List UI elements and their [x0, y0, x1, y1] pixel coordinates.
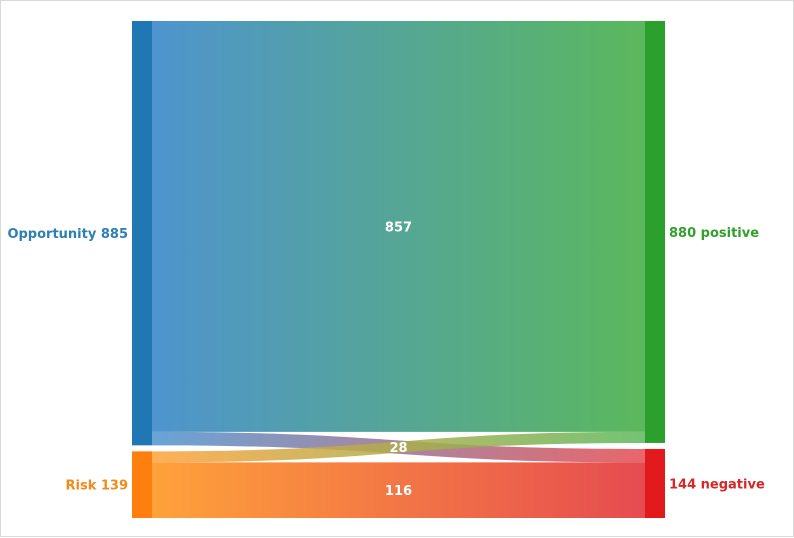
- link-risk-to-negative[interactable]: [152, 462, 645, 518]
- labels-layer: 857 28 116 Opportunity 885 Risk 139 880 posit…: [7, 220, 765, 499]
- node-positive[interactable]: [645, 21, 665, 443]
- node-negative[interactable]: [645, 448, 665, 518]
- node-risk[interactable]: [132, 451, 152, 518]
- link-value-label-opportunity-negative: 28: [389, 441, 407, 456]
- node-label-negative: 144 negative: [669, 477, 765, 492]
- node-opportunity[interactable]: [132, 21, 152, 446]
- link-opportunity-to-positive[interactable]: [152, 21, 645, 432]
- node-label-opportunity: Opportunity 885: [7, 227, 128, 242]
- node-label-positive: 880 positive: [669, 226, 759, 241]
- node-label-risk: Risk 139: [65, 479, 128, 494]
- nodes-layer: [132, 21, 665, 518]
- links-layer: [152, 21, 645, 518]
- link-value-label-risk-negative: 116: [385, 484, 412, 499]
- link-risk-to-positive[interactable]: [152, 431, 645, 463]
- link-value-label-opportunity-positive: 857: [385, 220, 412, 235]
